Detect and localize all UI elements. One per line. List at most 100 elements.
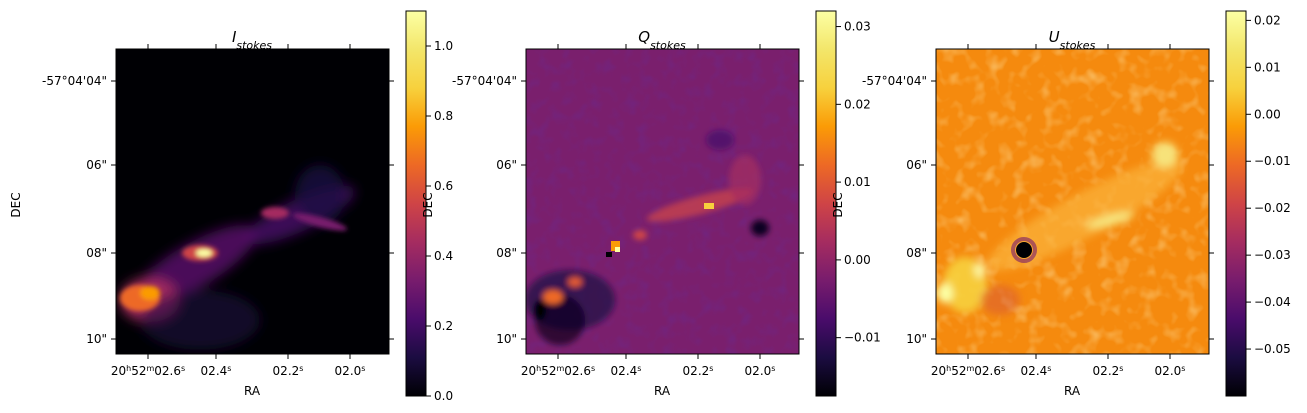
axis-ticks-q: 20h52m02.6s 02.4s 02.2s 02.0s-57°04'04"06"0…	[452, 44, 804, 378]
colorbar-tick-label-i: 1.0	[434, 39, 453, 53]
image-q-stokes	[526, 49, 799, 354]
ra-seconds: 02.0	[1155, 364, 1182, 378]
ytick-label-q: 06"	[496, 158, 517, 172]
colorbar-i	[405, 10, 427, 397]
title-main-u: U	[1049, 28, 1060, 46]
colorbar-tick-label-q: 0.03	[844, 20, 871, 34]
ra-seconds: 02.6	[154, 364, 181, 378]
ytick-label-q: 10"	[496, 332, 517, 346]
ra-s-unit: s	[181, 364, 185, 373]
ra-s-unit: s	[299, 364, 303, 373]
ra-m-unit: m	[146, 364, 154, 373]
ytick-label-q: -57°04'04"	[452, 74, 517, 88]
xtick-label-q: 02.0s	[745, 364, 776, 379]
colorbar-ticks-u: −0.05 −0.04 −0.03 −0.02 −0.01 0.00 0.01 0.02	[1246, 13, 1291, 356]
title-main-i: I	[232, 28, 237, 46]
xtick-label-i: 20h52m02.6s	[111, 364, 185, 379]
colorbar-tick-label-u: −0.01	[1254, 154, 1291, 168]
ra-seconds: 02.2	[1093, 364, 1120, 378]
ra-minutes: 52	[951, 364, 966, 378]
xtick-label-u: 02.4s	[1021, 364, 1052, 379]
ra-h-unit: h	[126, 364, 131, 373]
xtick-label-q: 02.2s	[683, 364, 714, 379]
colorbar-tick-label-q: 0.01	[844, 175, 871, 189]
ra-s-unit: s	[227, 364, 231, 373]
ra-s-unit: s	[771, 364, 775, 373]
colorbar-tick-label-i: 0.4	[434, 249, 453, 263]
xlabel-i: RA	[244, 384, 261, 398]
ra-hours: 20	[931, 364, 946, 378]
ra-seconds: 02.4	[201, 364, 228, 378]
image-i-stokes	[116, 49, 389, 354]
ytick-label-i: 10"	[86, 332, 107, 346]
ra-s-unit: s	[361, 364, 365, 373]
ra-s-unit: s	[637, 364, 641, 373]
title-sub-u: stokes	[1060, 39, 1096, 52]
ra-hours: 20	[521, 364, 536, 378]
colorbar-tick-label-i: 0.2	[434, 319, 453, 333]
panel-title-u: Ustokes	[1049, 28, 1096, 52]
panel-title-i: Istokes	[232, 28, 272, 52]
panel-u-stokes: 20h52m02.6s 02.4s 02.2s 02.0s-57°04'04"06"0…	[831, 10, 1291, 398]
xtick-label-q: 20h52m02.6s	[521, 364, 595, 379]
ra-s-unit: s	[1047, 364, 1051, 373]
colorbar-tick-label-u: 0.00	[1254, 107, 1281, 121]
colorbar-tick-label-i: 0.6	[434, 179, 453, 193]
ra-m-unit: m	[556, 364, 564, 373]
xtick-label-u: 20h52m02.6s	[931, 364, 1005, 379]
ra-s-unit: s	[1119, 364, 1123, 373]
colorbar-ticks-i: 0.0 0.2 0.4 0.6 0.8 1.0	[426, 39, 453, 403]
colorbar-tick-label-u: −0.04	[1254, 295, 1291, 309]
ra-m-unit: m	[966, 364, 974, 373]
ra-seconds: 02.0	[745, 364, 772, 378]
ytick-label-u: 10"	[906, 332, 927, 346]
ra-seconds: 02.4	[611, 364, 638, 378]
ra-s-unit: s	[1181, 364, 1185, 373]
ylabel-i: DEC	[9, 192, 23, 217]
colorbar-ticks-q: −0.01 0.00 0.01 0.02 0.03	[836, 20, 881, 345]
ra-h-unit: h	[536, 364, 541, 373]
xlabel-q: RA	[654, 384, 671, 398]
ytick-label-i: -57°04'04"	[42, 74, 107, 88]
colorbar-tick-label-q: 0.02	[844, 97, 871, 111]
ra-seconds: 02.6	[564, 364, 591, 378]
xtick-label-q: 02.4s	[611, 364, 642, 379]
colorbar-tick-label-q: −0.01	[844, 331, 881, 345]
ylabel-q: DEC	[421, 192, 435, 217]
ra-hours: 20	[111, 364, 126, 378]
axes-frame-u	[935, 48, 1210, 355]
ra-minutes: 52	[131, 364, 146, 378]
axes-frame-q	[525, 48, 800, 355]
ra-seconds: 02.2	[273, 364, 300, 378]
colorbar-q	[815, 10, 837, 397]
ytick-label-u: 08"	[906, 246, 927, 260]
ra-seconds: 02.2	[683, 364, 710, 378]
ra-s-unit: s	[591, 364, 595, 373]
title-sub-i: stokes	[236, 39, 272, 52]
ra-s-unit: s	[709, 364, 713, 373]
panel-q-stokes: 20h52m02.6s 02.4s 02.2s 02.0s-57°04'04"06"0…	[421, 10, 881, 398]
ytick-label-i: 06"	[86, 158, 107, 172]
panel-i-stokes: 20h52m02.6s 02.4s 02.2s 02.0s-57°04'04"06"0…	[9, 10, 453, 403]
ytick-label-q: 08"	[496, 246, 517, 260]
axis-ticks-u: 20h52m02.6s 02.4s 02.2s 02.0s-57°04'04"06"0…	[862, 44, 1214, 378]
colorbar-u	[1225, 10, 1247, 397]
ra-seconds: 02.6	[974, 364, 1001, 378]
ytick-label-u: 06"	[906, 158, 927, 172]
xtick-label-u: 02.2s	[1093, 364, 1124, 379]
ra-h-unit: h	[946, 364, 951, 373]
xtick-label-i: 02.0s	[335, 364, 366, 379]
xtick-label-i: 02.2s	[273, 364, 304, 379]
colorbar-tick-label-i: 0.8	[434, 109, 453, 123]
colorbar-tick-label-u: −0.05	[1254, 342, 1291, 356]
colorbar-tick-label-u: 0.01	[1254, 60, 1281, 74]
colorbar-tick-label-u: −0.03	[1254, 248, 1291, 262]
ytick-label-u: -57°04'04"	[862, 74, 927, 88]
xtick-label-u: 02.0s	[1155, 364, 1186, 379]
xtick-label-i: 02.4s	[201, 364, 232, 379]
ra-s-unit: s	[1001, 364, 1005, 373]
title-main-q: Q	[638, 28, 650, 46]
image-u-stokes	[936, 49, 1209, 354]
colorbar-tick-label-q: 0.00	[844, 253, 871, 267]
